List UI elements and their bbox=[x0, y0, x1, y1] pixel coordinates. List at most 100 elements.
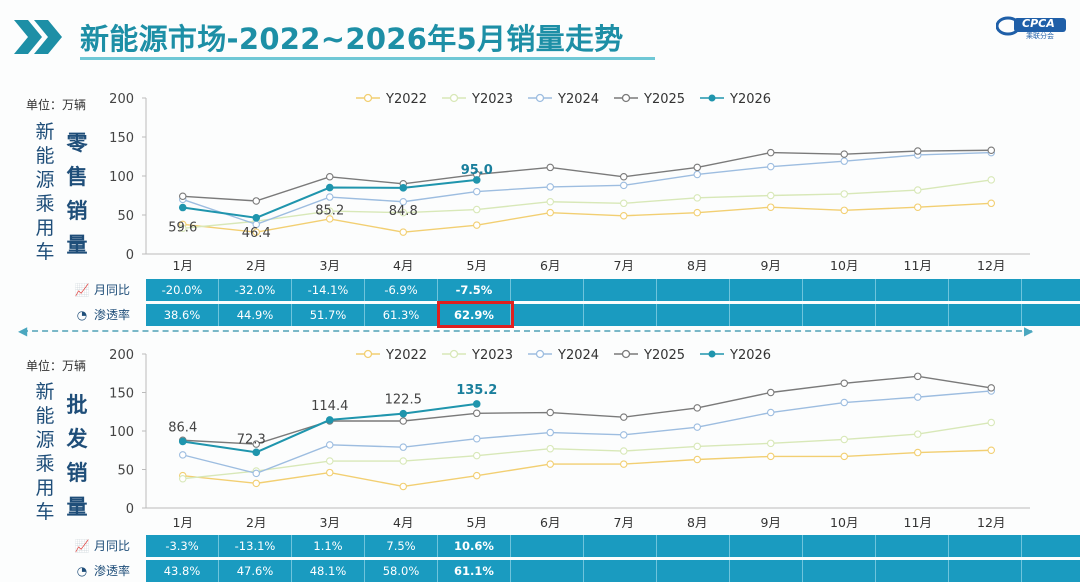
point-Y2022 bbox=[325, 215, 334, 223]
x-tick-label: 6月 bbox=[540, 515, 560, 530]
legend-label: Y2026 bbox=[729, 348, 771, 363]
point-Y2026 bbox=[178, 437, 187, 446]
table-cell bbox=[730, 279, 803, 301]
legend-marker bbox=[535, 349, 545, 359]
point-Y2024 bbox=[472, 187, 481, 196]
point-Y2024 bbox=[619, 431, 628, 439]
pie-icon: ◔ bbox=[76, 308, 88, 322]
point-Y2022 bbox=[619, 460, 628, 468]
point-Y2023 bbox=[766, 439, 775, 448]
point-Y2022 bbox=[840, 206, 848, 215]
title-underline bbox=[80, 57, 655, 60]
table-cell: -7.5% bbox=[438, 279, 511, 301]
point-Y2026 bbox=[252, 214, 261, 222]
point-Y2026 bbox=[472, 400, 481, 408]
table-cell bbox=[949, 304, 1022, 326]
point-Y2023 bbox=[693, 194, 701, 202]
table-cell bbox=[584, 535, 657, 557]
table-cell bbox=[730, 304, 803, 326]
point-Y2023 bbox=[619, 199, 628, 208]
chevron-right-icon bbox=[14, 20, 62, 54]
table-cell: -32.0% bbox=[219, 279, 292, 301]
pie-icon: ◔ bbox=[76, 564, 88, 578]
table-cell bbox=[511, 560, 584, 582]
legend-label: Y2025 bbox=[643, 348, 685, 363]
table-cell bbox=[511, 279, 584, 301]
point-Y2025 bbox=[987, 384, 995, 392]
y-tick-label: 50 bbox=[117, 464, 134, 479]
point-Y2023 bbox=[399, 208, 407, 217]
point-Y2025 bbox=[913, 147, 922, 155]
point-Y2022 bbox=[913, 448, 922, 457]
x-tick-label: 8月 bbox=[687, 515, 707, 530]
table-cell bbox=[1022, 279, 1080, 301]
point-Y2025 bbox=[399, 417, 407, 425]
unit-label-bottom: 单位：万辆 bbox=[26, 359, 87, 373]
point-Y2022 bbox=[252, 479, 261, 488]
point-Y2025 bbox=[325, 173, 334, 181]
point-Y2022 bbox=[619, 212, 628, 220]
point-Y2024 bbox=[325, 441, 334, 449]
cpca-logo: CPCA 乘联分会 bbox=[996, 14, 1068, 40]
retail-yoy-label: 月同比 bbox=[94, 283, 131, 297]
point-Y2023 bbox=[913, 186, 922, 194]
point-Y2023 bbox=[546, 197, 554, 206]
point-Y2025 bbox=[546, 408, 554, 417]
table-cell bbox=[803, 304, 876, 326]
series-line-Y2025 bbox=[182, 149, 992, 202]
x-tick-label: 1月 bbox=[173, 515, 193, 530]
point-Y2023 bbox=[325, 207, 334, 215]
legend-label: Y2026 bbox=[729, 92, 771, 107]
arrow-right-icon: ▶ bbox=[1024, 324, 1034, 338]
x-tick-label: 2月 bbox=[246, 258, 266, 273]
point-Y2025 bbox=[766, 148, 775, 157]
data-label: 84.8 bbox=[389, 204, 418, 219]
y-tick-label: 100 bbox=[109, 425, 134, 440]
table-cell bbox=[876, 279, 949, 301]
point-Y2023 bbox=[693, 442, 701, 451]
legend-marker bbox=[449, 349, 459, 359]
metric-label-top: 零售销量 bbox=[66, 131, 88, 257]
table-cell bbox=[657, 304, 730, 326]
table-cell bbox=[657, 535, 730, 557]
x-tick-label: 9月 bbox=[761, 258, 781, 273]
table-cell: 58.0% bbox=[365, 560, 438, 582]
table-cell bbox=[584, 560, 657, 582]
series-line-Y2022 bbox=[182, 449, 992, 488]
table-cell: 48.1% bbox=[292, 560, 365, 582]
point-Y2026 bbox=[252, 448, 261, 457]
table-cell: 7.5% bbox=[365, 535, 438, 557]
point-Y2026 bbox=[178, 203, 187, 212]
point-Y2024 bbox=[472, 434, 481, 443]
legend-marker bbox=[535, 93, 545, 103]
legend-label: Y2025 bbox=[643, 92, 685, 107]
point-Y2022 bbox=[987, 446, 995, 454]
point-Y2025 bbox=[913, 372, 922, 381]
point-Y2023 bbox=[472, 205, 481, 214]
point-Y2024 bbox=[546, 183, 554, 191]
point-Y2023 bbox=[546, 444, 554, 453]
point-Y2025 bbox=[546, 163, 554, 172]
legend-marker bbox=[621, 93, 631, 103]
point-Y2022 bbox=[766, 203, 775, 211]
point-Y2022 bbox=[252, 228, 261, 236]
table-cell bbox=[511, 535, 584, 557]
trend-icon: 📈 bbox=[74, 539, 90, 553]
point-Y2024 bbox=[693, 170, 701, 179]
table-cell: 62.9% bbox=[438, 304, 511, 326]
point-Y2022 bbox=[472, 471, 481, 480]
legend-label: Y2024 bbox=[557, 348, 599, 363]
table-cell: -6.9% bbox=[365, 279, 438, 301]
point-Y2024 bbox=[840, 398, 848, 407]
point-Y2025 bbox=[840, 150, 848, 158]
point-Y2023 bbox=[325, 457, 334, 465]
data-label: 59.6 bbox=[168, 221, 197, 236]
y-tick-label: 150 bbox=[109, 387, 134, 402]
data-label: 46.4 bbox=[242, 226, 271, 241]
data-label: 114.4 bbox=[311, 399, 348, 414]
trend-icon: 📈 bbox=[74, 283, 90, 297]
section-divider bbox=[22, 330, 1032, 332]
legend-label: Y2023 bbox=[471, 348, 513, 363]
table-cell: 51.7% bbox=[292, 304, 365, 326]
point-Y2024 bbox=[766, 162, 775, 171]
